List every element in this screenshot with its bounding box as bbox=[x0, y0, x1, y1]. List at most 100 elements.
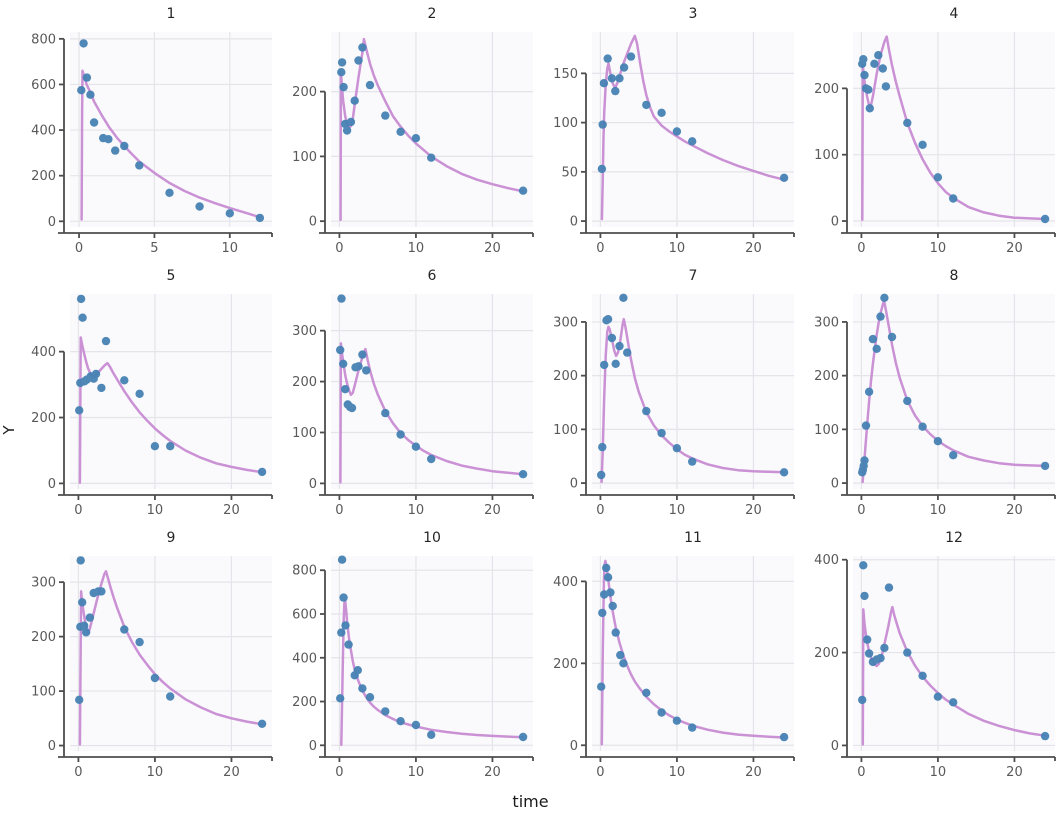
data-point bbox=[350, 96, 359, 105]
data-point bbox=[427, 153, 436, 162]
data-point bbox=[864, 85, 873, 94]
svg-text:0: 0 bbox=[335, 503, 343, 518]
facet-title: 1 bbox=[167, 6, 176, 22]
svg-text:400: 400 bbox=[31, 345, 56, 360]
svg-text:10: 10 bbox=[930, 241, 947, 256]
data-point bbox=[887, 332, 897, 342]
data-point bbox=[688, 457, 697, 466]
data-point bbox=[75, 406, 84, 415]
tick-marks bbox=[842, 558, 1016, 762]
data-point bbox=[78, 313, 87, 322]
data-point bbox=[76, 556, 85, 565]
svg-text:0: 0 bbox=[596, 241, 604, 256]
data-point bbox=[255, 213, 265, 223]
facet-panel-8: 0 100 200 300 0 10 20 8 bbox=[814, 268, 1056, 518]
svg-text:0: 0 bbox=[335, 765, 343, 780]
data-point bbox=[336, 694, 345, 703]
data-points bbox=[858, 561, 1050, 741]
facet-panel-3: 0 50 100 150 0 10 20 3 bbox=[553, 6, 795, 256]
gridlines bbox=[70, 294, 272, 489]
data-point bbox=[599, 79, 609, 88]
svg-text:0: 0 bbox=[831, 215, 839, 230]
data-points bbox=[858, 293, 1050, 477]
data-point bbox=[602, 563, 611, 573]
data-point bbox=[861, 421, 871, 430]
facet-panel-1: 0 200 400 600 800 0 5 10 1 bbox=[31, 6, 273, 256]
svg-text:0: 0 bbox=[857, 241, 865, 256]
data-point bbox=[884, 583, 894, 592]
tick-marks bbox=[320, 90, 494, 238]
svg-text:0: 0 bbox=[831, 739, 839, 754]
facet-title: 8 bbox=[950, 268, 959, 284]
tick-labels: 0 200 400 600 800 0 10 20 bbox=[292, 564, 501, 780]
data-point bbox=[358, 684, 367, 693]
axes-spines bbox=[58, 582, 273, 761]
data-point bbox=[82, 73, 92, 82]
data-point bbox=[257, 719, 267, 728]
svg-text:0: 0 bbox=[309, 739, 317, 754]
data-point bbox=[779, 468, 789, 477]
data-point bbox=[85, 613, 95, 622]
data-point bbox=[76, 294, 86, 304]
data-point bbox=[672, 716, 682, 725]
data-point bbox=[1040, 731, 1050, 741]
facet-title: 4 bbox=[950, 6, 959, 22]
axes-spines bbox=[841, 321, 1056, 499]
data-point bbox=[870, 59, 879, 68]
svg-text:0: 0 bbox=[570, 215, 578, 230]
data-point bbox=[619, 63, 629, 72]
data-point bbox=[619, 659, 628, 668]
data-point bbox=[597, 682, 606, 691]
svg-text:0: 0 bbox=[570, 477, 578, 492]
svg-text:20: 20 bbox=[484, 241, 501, 256]
axes-spines bbox=[319, 330, 534, 499]
gridlines bbox=[70, 32, 272, 227]
data-point bbox=[949, 194, 958, 203]
axes-spines bbox=[580, 321, 795, 499]
data-point bbox=[381, 707, 390, 716]
data-point bbox=[89, 118, 99, 127]
data-point bbox=[868, 334, 878, 344]
tick-marks bbox=[59, 350, 233, 500]
data-point bbox=[79, 39, 88, 48]
axes-spines bbox=[841, 88, 1056, 237]
data-point bbox=[880, 643, 889, 653]
data-point bbox=[346, 117, 356, 127]
data-point bbox=[362, 366, 371, 375]
svg-text:0: 0 bbox=[74, 503, 82, 518]
data-point bbox=[603, 573, 613, 582]
svg-text:100: 100 bbox=[292, 426, 317, 441]
data-points bbox=[597, 563, 789, 742]
data-point bbox=[120, 141, 129, 151]
data-point bbox=[688, 723, 697, 732]
tick-labels: 0 200 400 600 800 0 5 10 bbox=[31, 32, 238, 256]
svg-text:20: 20 bbox=[223, 503, 240, 518]
svg-text:100: 100 bbox=[553, 116, 578, 131]
svg-text:400: 400 bbox=[814, 553, 839, 568]
data-point bbox=[608, 601, 617, 611]
fit-line bbox=[861, 35, 1047, 221]
data-point bbox=[337, 68, 346, 77]
svg-text:0: 0 bbox=[309, 215, 317, 230]
data-point bbox=[598, 442, 607, 452]
data-point bbox=[874, 51, 883, 60]
tick-labels: 0 100 200 0 10 20 bbox=[292, 85, 501, 256]
data-point bbox=[657, 108, 666, 118]
data-point bbox=[337, 294, 346, 303]
facet-title: 3 bbox=[689, 6, 698, 22]
data-point bbox=[78, 598, 87, 607]
data-point bbox=[518, 186, 528, 195]
tick-labels: 0 200 400 0 10 20 bbox=[31, 345, 240, 518]
facet-panel-9: 0 100 200 300 0 10 20 9 bbox=[31, 530, 273, 780]
data-point bbox=[81, 628, 91, 637]
tick-marks bbox=[581, 580, 755, 762]
data-point bbox=[518, 470, 528, 479]
svg-text:200: 200 bbox=[292, 85, 317, 100]
axes-spines bbox=[319, 91, 534, 237]
data-point bbox=[903, 118, 912, 128]
svg-text:200: 200 bbox=[814, 369, 839, 384]
data-point bbox=[865, 104, 874, 113]
svg-text:20: 20 bbox=[745, 503, 762, 518]
facet-title: 2 bbox=[428, 6, 437, 22]
data-point bbox=[337, 555, 347, 564]
